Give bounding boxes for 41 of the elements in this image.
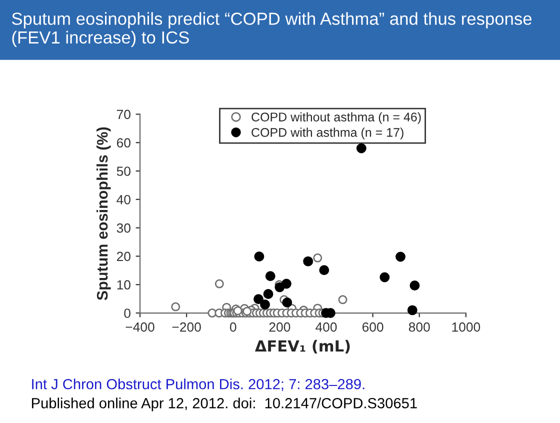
legend-label: COPD with asthma (n = 17) bbox=[252, 128, 404, 140]
point bbox=[407, 305, 418, 316]
point bbox=[319, 265, 330, 276]
y-tick-label: 60 bbox=[116, 138, 130, 148]
point bbox=[281, 278, 292, 289]
point bbox=[303, 256, 314, 266]
point bbox=[263, 289, 274, 299]
x-tick-label: −400 bbox=[126, 322, 154, 332]
y-tick-label: 10 bbox=[117, 280, 130, 290]
x-axis-title: ΔFEV₁ (mL) bbox=[254, 340, 350, 354]
y-tick-label: 40 bbox=[116, 194, 130, 204]
point bbox=[410, 280, 420, 290]
point bbox=[282, 298, 292, 308]
y-tick-label: 0 bbox=[124, 308, 130, 318]
point bbox=[265, 271, 276, 282]
y-axis-title: Sputum eosinophils (%) bbox=[96, 127, 111, 300]
point bbox=[338, 295, 348, 304]
point bbox=[214, 279, 224, 288]
point bbox=[260, 300, 270, 310]
point bbox=[313, 253, 322, 262]
x-tick-label: −200 bbox=[172, 322, 201, 332]
point bbox=[171, 302, 180, 312]
x-tick-label: 1000 bbox=[452, 322, 480, 332]
y-tick-label: 30 bbox=[116, 223, 130, 233]
x-tick-label: 400 bbox=[316, 322, 337, 332]
x-tick-label: 200 bbox=[269, 322, 290, 332]
point bbox=[254, 294, 264, 304]
point bbox=[396, 252, 406, 262]
legend-label: COPD without asthma (n = 46) bbox=[252, 112, 421, 124]
y-tick-label: 20 bbox=[116, 252, 130, 262]
point bbox=[254, 252, 264, 262]
point bbox=[380, 272, 390, 282]
point bbox=[356, 143, 366, 154]
x-tick-label: 800 bbox=[408, 322, 430, 332]
text: Int J Chron Obstruct Pulmon Dis. 2012; 7: 283–289. bbox=[32, 378, 364, 392]
x-tick-label: 0 bbox=[230, 322, 236, 332]
chart-title: Sputum eosinophils predict “COPD with Asthma” and thus response (FEV1 increase) to ICS bbox=[12, 12, 532, 48]
y-tick-label: 70 bbox=[116, 110, 130, 120]
text: Published online Apr 12, 2012. doi: 10.2147/COPD.S30651 bbox=[32, 398, 417, 412]
x-tick-label: 600 bbox=[362, 322, 384, 332]
y-tick-label: 50 bbox=[116, 166, 130, 176]
